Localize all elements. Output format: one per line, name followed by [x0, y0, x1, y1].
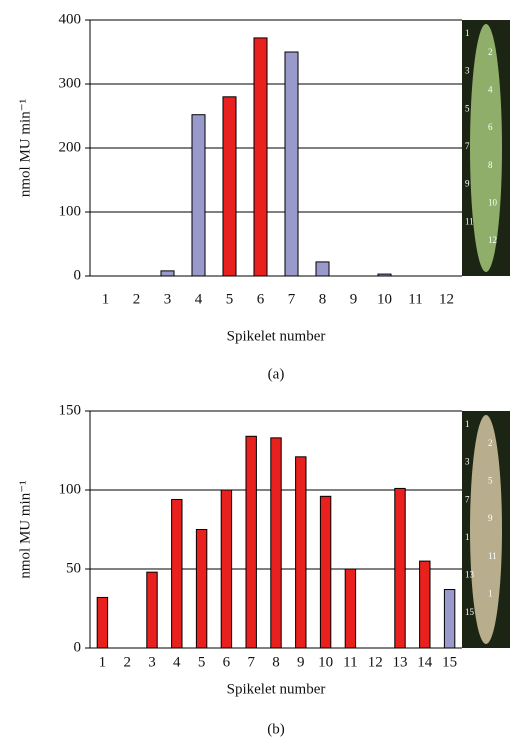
y-tick-label: 150 — [59, 402, 82, 418]
spike — [470, 415, 502, 644]
photo-label: 7 — [465, 494, 470, 504]
photo-label: 7 — [465, 141, 470, 151]
x-tick-label: 8 — [319, 291, 327, 307]
x-tick-label: 10 — [318, 654, 333, 670]
bar — [295, 456, 307, 649]
x-tick-label: 3 — [148, 654, 156, 670]
x-tick-label: 7 — [288, 291, 296, 307]
photo-label: 1 — [465, 28, 470, 38]
photo-label: 11 — [488, 551, 497, 561]
y-tick-label: 50 — [66, 560, 81, 576]
bar — [160, 270, 175, 277]
x-tick-label: 9 — [350, 291, 358, 307]
photo-label: 9 — [465, 179, 470, 189]
bar — [171, 498, 183, 649]
y-tick-label: 100 — [59, 203, 82, 219]
x-axis-title: Spikelet number — [227, 681, 326, 697]
photo-label: 3 — [465, 457, 470, 467]
x-tick-label: 5 — [226, 291, 234, 307]
x-tick-label: 2 — [133, 291, 141, 307]
x-axis-title: Spikelet number — [227, 328, 326, 344]
x-tick-label: 6 — [257, 291, 265, 307]
x-tick-label: 3 — [164, 291, 172, 307]
photo-label: 10 — [488, 198, 498, 208]
photo-label: 11 — [465, 216, 474, 226]
bar — [377, 273, 392, 277]
photo-label: 2 — [488, 438, 493, 448]
bar — [344, 568, 357, 649]
x-tick-label: 13 — [393, 654, 408, 670]
bar — [394, 487, 406, 649]
photo-label: 5 — [465, 103, 470, 113]
spike — [470, 24, 502, 272]
photo-label: 4 — [488, 85, 493, 95]
x-tick-label: 1 — [102, 291, 110, 307]
x-tick-label: 10 — [377, 291, 392, 307]
bar — [96, 596, 109, 649]
y-tick-label: 100 — [59, 481, 82, 497]
bar — [222, 96, 237, 277]
bar — [319, 495, 332, 649]
x-tick-label: 6 — [223, 654, 231, 670]
photo-label: 1 — [465, 419, 470, 429]
x-tick-label: 1 — [99, 654, 107, 670]
photo-label: 2 — [488, 47, 493, 57]
y-tick-label: 300 — [59, 75, 82, 91]
bar — [146, 571, 158, 649]
y-tick-label: 0 — [74, 267, 82, 283]
x-tick-label: 11 — [343, 654, 357, 670]
bar — [315, 261, 330, 277]
photo-label: 15 — [465, 607, 475, 617]
x-tick-label: 7 — [247, 654, 255, 670]
y-tick-label: 200 — [59, 139, 82, 155]
x-tick-label: 14 — [417, 654, 433, 670]
photo-label: 1 — [465, 532, 470, 542]
y-axis-title: nmol MU min⁻¹ — [17, 480, 33, 578]
photo-label: 6 — [488, 122, 493, 132]
bar — [245, 435, 257, 649]
x-tick-label: 12 — [439, 291, 454, 307]
bar — [270, 437, 282, 649]
x-tick-label: 4 — [173, 654, 181, 670]
bar — [419, 560, 431, 649]
y-tick-label: 0 — [74, 639, 82, 655]
caption: (b) — [267, 721, 285, 737]
bar — [220, 489, 233, 649]
photo-label: 3 — [465, 66, 470, 76]
y-tick-label: 400 — [59, 11, 82, 27]
photo-label: 12 — [488, 235, 497, 245]
x-tick-label: 8 — [272, 654, 280, 670]
photo-label: 1 — [488, 588, 493, 598]
x-tick-label: 5 — [198, 654, 206, 670]
photo-label: 13 — [465, 570, 475, 580]
x-tick-label: 12 — [368, 654, 383, 670]
caption: (a) — [268, 366, 285, 382]
bar — [253, 37, 268, 277]
bar — [195, 529, 208, 649]
bar — [443, 589, 456, 649]
y-axis-title: nmol MU min⁻¹ — [17, 99, 33, 197]
x-tick-label: 9 — [297, 654, 305, 670]
bar — [284, 51, 299, 277]
bar — [191, 114, 206, 277]
x-tick-label: 2 — [123, 654, 131, 670]
photo-label: 9 — [488, 513, 493, 523]
photo-label: 8 — [488, 160, 493, 170]
x-tick-label: 11 — [408, 291, 422, 307]
x-tick-label: 4 — [195, 291, 203, 307]
photo-label: 5 — [488, 476, 493, 486]
x-tick-label: 15 — [442, 654, 457, 670]
